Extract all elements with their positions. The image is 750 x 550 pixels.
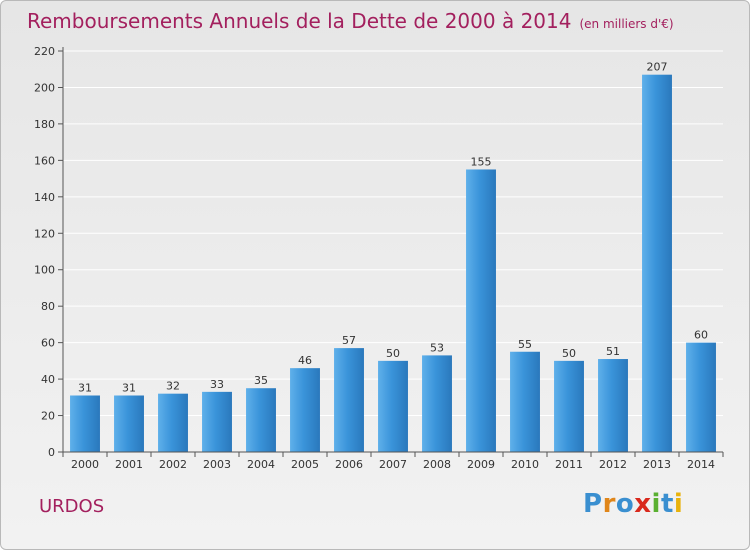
bar-2009: [466, 169, 496, 452]
y-tick-label: 180: [34, 118, 55, 131]
y-tick: 160: [34, 154, 63, 167]
x-tick-label: 2009: [467, 458, 495, 471]
y-tick-label: 0: [48, 446, 55, 459]
commune-name: URDOS: [39, 496, 105, 517]
data-label-2009: 155: [471, 155, 492, 168]
x-axis: 2000 2001 2002 2003 2004 2005 2006 2007 2008 2009…: [62, 451, 724, 471]
x-tick-label: 2006: [335, 458, 363, 471]
y-tick: 200: [34, 81, 63, 94]
y-tick: 20: [41, 410, 63, 423]
bar-2010: [510, 351, 540, 452]
bar-2013: [642, 74, 672, 452]
bar-2008: [422, 355, 452, 452]
x-tick-label: 2005: [291, 458, 319, 471]
data-label-2008: 53: [430, 341, 444, 354]
y-tick: 100: [34, 264, 63, 277]
y-tick: 220: [34, 45, 63, 58]
logo-letter: r: [602, 489, 616, 519]
bar-2005: [290, 368, 320, 452]
y-tick-label: 160: [34, 154, 55, 167]
bar-2014: [686, 342, 716, 452]
y-tick-label: 60: [41, 337, 55, 350]
data-label-2007: 50: [386, 347, 400, 360]
x-tick-label: 2014: [687, 458, 715, 471]
y-tick-label: 120: [34, 227, 55, 240]
data-label-2014: 60: [694, 329, 708, 342]
logo-letter: i: [673, 489, 684, 519]
bar-2012: [598, 359, 628, 452]
logo-letter: P: [583, 489, 603, 519]
data-label-2000: 31: [78, 381, 92, 394]
x-tick-label: 2000: [71, 458, 99, 471]
x-tick-label: 2007: [379, 458, 407, 471]
bar-2004: [246, 388, 276, 452]
logo-letter: x: [634, 489, 652, 519]
y-tick: 60: [41, 337, 63, 350]
x-tick-label: 2010: [511, 458, 539, 471]
x-tick-label: 2004: [247, 458, 275, 471]
chart-title: Remboursements Annuels de la Dette de 20…: [27, 9, 674, 33]
y-tick-label: 40: [41, 373, 55, 386]
bar-2000: [70, 395, 100, 452]
data-label-2011: 50: [562, 347, 576, 360]
data-label-2006: 57: [342, 334, 356, 347]
x-tick-label: 2008: [423, 458, 451, 471]
bar-2001: [114, 395, 144, 452]
y-tick: 180: [34, 118, 63, 131]
data-label-2001: 31: [122, 381, 136, 394]
y-tick: 0: [48, 446, 63, 459]
x-tick-label: 2011: [555, 458, 583, 471]
data-label-2013: 207: [647, 61, 668, 74]
y-tick-label: 20: [41, 410, 55, 423]
data-label-2004: 35: [254, 374, 268, 387]
data-label-2003: 33: [210, 378, 224, 391]
chart-subtitle: (en milliers d'€): [579, 17, 674, 31]
bar-2006: [334, 348, 364, 452]
data-label-2005: 46: [298, 354, 312, 367]
title-text: Remboursements Annuels de la Dette de 20…: [27, 9, 572, 33]
y-tick-label: 80: [41, 300, 55, 313]
x-tick-label: 2002: [159, 458, 187, 471]
bar-2002: [158, 393, 188, 452]
logo-letter: i: [651, 489, 661, 519]
proxiti-logo: Proxiti: [583, 489, 683, 519]
x-tick-label: 2012: [599, 458, 627, 471]
y-tick: 80: [41, 300, 63, 313]
y-tick-label: 220: [34, 45, 55, 58]
logo-letter: o: [615, 489, 635, 519]
x-tick-label: 2013: [643, 458, 671, 471]
data-label-2012: 51: [606, 345, 620, 358]
y-tick: 40: [41, 373, 63, 386]
bars: 31 31 32 33 35 46 57 50 53 155 55 50 51 207 60: [70, 61, 716, 452]
y-tick-label: 100: [34, 264, 55, 277]
y-axis: 0 20 40 60 80 100 120 140 160 180 200 220: [34, 45, 64, 459]
x-tick-label: 2003: [203, 458, 231, 471]
logo-letter: t: [660, 489, 674, 519]
y-tick: 140: [34, 191, 63, 204]
y-tick-label: 140: [34, 191, 55, 204]
data-label-2002: 32: [166, 380, 180, 393]
bar-2007: [378, 360, 408, 452]
data-label-2010: 55: [518, 338, 532, 351]
y-tick: 120: [34, 227, 63, 240]
x-tick-label: 2001: [115, 458, 143, 471]
bar-2003: [202, 391, 232, 452]
bar-2011: [554, 360, 584, 452]
y-tick-label: 200: [34, 81, 55, 94]
